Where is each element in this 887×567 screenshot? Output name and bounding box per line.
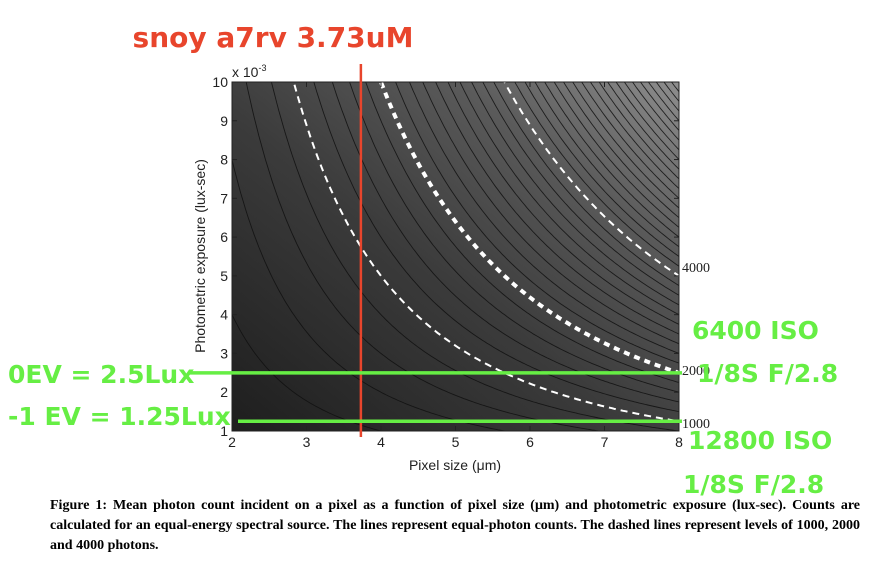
x-tick-label-8: 8 bbox=[675, 434, 683, 450]
contour-lines bbox=[232, 82, 679, 431]
contour-line-3600 bbox=[482, 82, 679, 296]
contour-line-600 bbox=[245, 82, 603, 431]
y-tick-label-10: 10 bbox=[212, 74, 228, 90]
dashed-contour-1000 bbox=[292, 82, 679, 423]
x-tick-label-6: 6 bbox=[526, 434, 534, 450]
figure-caption: Figure 1: Mean photon count incident on … bbox=[50, 498, 860, 553]
contour-line-6000 bbox=[598, 82, 679, 180]
dashed-contour-4000 bbox=[503, 82, 679, 277]
x-tick-label-7: 7 bbox=[601, 434, 609, 450]
x-tick-label-5: 5 bbox=[452, 434, 460, 450]
y-tick-label-8: 8 bbox=[220, 152, 228, 168]
contour-line-4600 bbox=[534, 82, 679, 248]
contour-line-4200 bbox=[514, 82, 679, 267]
contour-line-2400 bbox=[408, 82, 679, 354]
y-tick-label-5: 5 bbox=[220, 268, 228, 284]
contour-line-3800 bbox=[493, 82, 679, 286]
y-tick-label-4: 4 bbox=[220, 307, 228, 323]
contour-line-5800 bbox=[589, 82, 679, 189]
note-12800-shutter: 1/8S F/2.8 bbox=[683, 470, 824, 499]
dashed-contour-2000 bbox=[378, 82, 679, 375]
y-axis-ticks: 1 2 3 4 5 6 7 8 9 10 bbox=[212, 74, 679, 439]
contour-line-3000 bbox=[447, 82, 679, 325]
contour-line-1400 bbox=[331, 82, 679, 403]
title-note: snoy a7rv 3.73uM bbox=[133, 21, 414, 54]
contour-label-2000: 2000 bbox=[682, 364, 710, 379]
contour-line-5200 bbox=[563, 82, 679, 219]
note-6400-shutter: 1/8S F/2.8 bbox=[697, 359, 838, 388]
contour-line-2800 bbox=[435, 82, 679, 335]
contour-line-5600 bbox=[581, 82, 679, 199]
y-tick-label-2: 2 bbox=[220, 384, 228, 400]
y-multiplier-exp: -3 bbox=[258, 63, 266, 73]
contour-line-800 bbox=[270, 82, 679, 431]
contour-line-200 bbox=[232, 314, 383, 431]
dashed-contour-lines bbox=[292, 82, 679, 423]
y-tick-label-6: 6 bbox=[220, 229, 228, 245]
hline-label-minus1ev: -1 EV = 1.25Lux bbox=[8, 402, 231, 431]
contour-line-1200 bbox=[313, 82, 679, 413]
contour-line-5400 bbox=[572, 82, 679, 209]
contour-line-3400 bbox=[471, 82, 679, 306]
y-tick-label-7: 7 bbox=[220, 190, 228, 206]
contour-line-5000 bbox=[553, 82, 679, 228]
y-tick-label-1: 1 bbox=[220, 423, 228, 439]
contour-line-2600 bbox=[422, 82, 679, 345]
contour-label-4000: 4000 bbox=[682, 261, 710, 276]
contour-line-1600 bbox=[349, 82, 679, 393]
x-tick-label-3: 3 bbox=[303, 434, 311, 450]
x-tick-label-4: 4 bbox=[377, 434, 385, 450]
y-tick-label-9: 9 bbox=[220, 113, 228, 129]
plot-area bbox=[232, 82, 679, 431]
contour-line-4400 bbox=[524, 82, 679, 257]
contour-line-2200 bbox=[395, 82, 679, 364]
hline-label-0ev: 0EV = 2.5Lux bbox=[8, 360, 194, 389]
note-12800-iso: 12800 ISO bbox=[688, 426, 832, 455]
y-tick-label-3: 3 bbox=[220, 345, 228, 361]
contour-label-1000: 1000 bbox=[682, 417, 710, 432]
x-axis-ticks: 2 3 4 5 6 7 8 bbox=[228, 82, 683, 450]
x-tick-label-2: 2 bbox=[228, 434, 236, 450]
contour-level-labels: 1000 2000 4000 bbox=[682, 261, 710, 432]
x-axis-label: Pixel size (μm) bbox=[409, 457, 501, 473]
y-multiplier-base: x 10 bbox=[232, 64, 259, 80]
contour-line-4800 bbox=[544, 82, 679, 238]
y-multiplier: x 10-3 bbox=[232, 63, 266, 80]
contour-line-3200 bbox=[459, 82, 679, 316]
note-6400-iso: 6400 ISO bbox=[692, 316, 819, 345]
contour-line-1800 bbox=[365, 82, 679, 383]
y-axis-label: Photometric exposure (lux-sec) bbox=[192, 159, 208, 353]
